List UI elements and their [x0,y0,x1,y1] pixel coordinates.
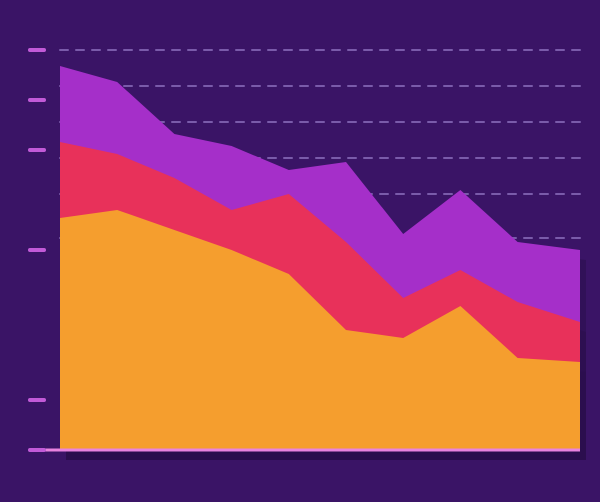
area-chart [0,0,600,502]
chart-svg [0,0,600,502]
